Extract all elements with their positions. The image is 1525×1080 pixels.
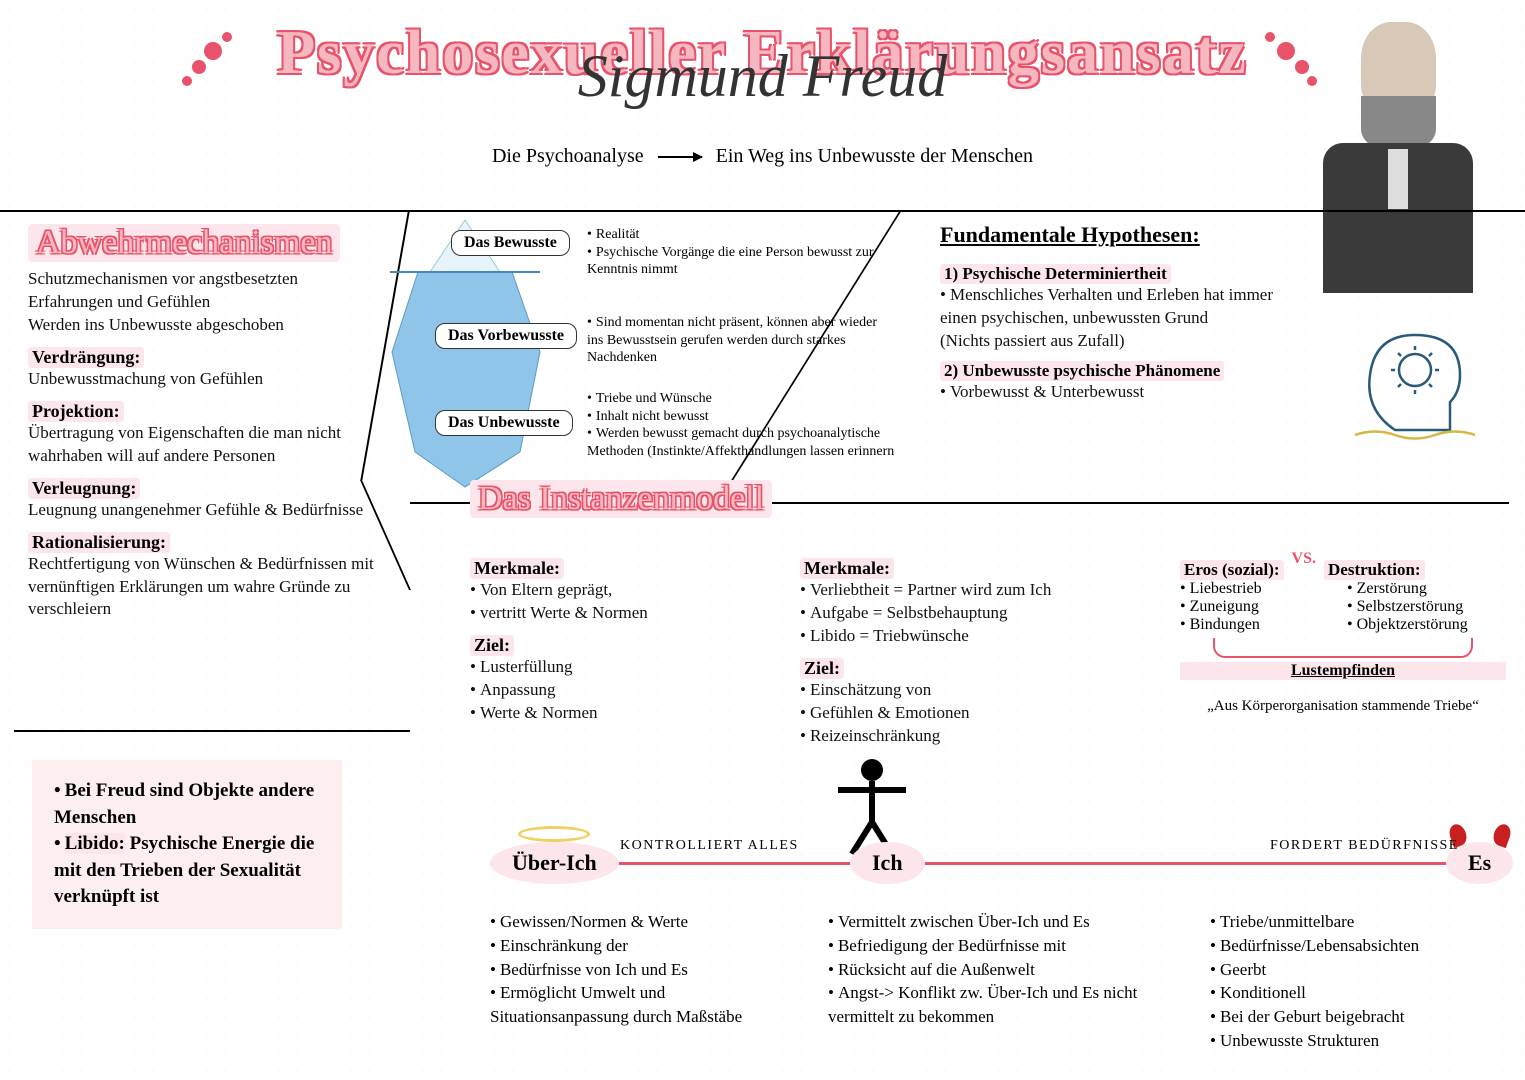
eros-h-left: Eros (sozial): [1180, 560, 1284, 580]
inst-col-a: Merkmale: Von Eltern geprägt,vertritt We… [470, 548, 760, 748]
page-root: Psychosexueller Erklärungsansatz Sigmund… [0, 0, 1525, 1080]
divider-note [14, 730, 410, 732]
ice-label-1: Das Bewusste [451, 230, 570, 256]
node-ueberich: Über-Ich [490, 842, 619, 884]
fund-heading: Fundamentale Hypothesen: [940, 222, 1310, 248]
ice-text-1: RealitätPsychische Vorgänge die eine Per… [587, 226, 887, 279]
node-ich: Ich [850, 842, 925, 884]
fund-text-2: Vorbewusst & Unterbewusst [940, 381, 1310, 404]
eros-vs: VS. [1292, 550, 1316, 580]
instanzen-line [490, 862, 1490, 865]
eros-header-row: Eros (sozial): VS. Destruktion: [1180, 550, 1506, 580]
fund-sub-1: 1) Psychische Determiniertheit [940, 264, 1171, 284]
inst-a-ziel-h: Ziel: [470, 635, 514, 656]
eros-lists: LiebestriebZuneigungBindungen Zerstörung… [1180, 580, 1506, 634]
subtitle-right: Ein Weg ins Unbewusste der Menschen [716, 145, 1033, 168]
note-line-1: Bei Freud sind Objekte andere Menschen [54, 778, 320, 831]
brace-icon [1213, 638, 1473, 658]
ice-label-2: Das Vorbewusste [435, 323, 577, 349]
head-gear-icon [1345, 320, 1485, 450]
abwehr-item-2: Verleugnung:Leugnung unangenehmer Gefühl… [28, 468, 390, 522]
author-script: Sigmund Freud [578, 42, 947, 111]
subtitle-left: Die Psychoanalyse [492, 145, 644, 168]
inst-heading: Das Instanzenmodell [470, 480, 772, 518]
inst-columns: Merkmale: Von Eltern geprägt,vertritt We… [470, 548, 1090, 748]
section-abwehr: Abwehrmechanismen Schutzmechanismen vor … [28, 224, 390, 621]
inst-col-b: Merkmale: Verliebtheit = Partner wird zu… [800, 548, 1090, 748]
abwehr-item-0: Verdrängung:Unbewusstmachung von Gefühle… [28, 337, 390, 391]
section-eros: Eros (sozial): VS. Destruktion: Liebestr… [1180, 550, 1506, 715]
divider-top [0, 210, 1525, 212]
eros-quote: „Aus Körperorganisation stammende Triebe… [1180, 698, 1506, 715]
fund-text-1: Menschliches Verhalten und Erleben hat i… [940, 284, 1310, 353]
ice-text-3: Triebe und WünscheInhalt nicht bewusstWe… [587, 390, 907, 460]
line-label-2: FORDERT BEDÜRFNISSE [1270, 838, 1459, 854]
below-c: Triebe/unmittelbareBedürfnisse/Lebensabs… [1210, 910, 1510, 1053]
section-instanzen: Das Instanzenmodell [470, 480, 772, 524]
note-line-2: Libido: Psychische Energie die mit den T… [54, 831, 320, 911]
stick-figure-icon [832, 756, 912, 856]
abwehr-item-3: Rationalisierung:Rechtfertigung von Wüns… [28, 522, 390, 622]
fund-sub-2: 2) Unbewusste psychische Phänomene [940, 361, 1224, 381]
iceberg-diagram: Das Bewusste RealitätPsychische Vorgänge… [415, 218, 895, 498]
halo-icon [518, 826, 590, 842]
inst-b-merk-h: Merkmale: [800, 558, 894, 579]
section-fundamental: Fundamentale Hypothesen: 1) Psychische D… [940, 222, 1310, 404]
abwehr-item-1: Projektion:Übertragung von Eigenschaften… [28, 391, 390, 468]
abwehr-intro: Schutzmechanismen vor angstbesetzten Erf… [28, 268, 390, 337]
inst-a-merk-h: Merkmale: [470, 558, 564, 579]
line-label-1: KONTROLLIERT ALLES [620, 838, 799, 854]
ice-label-3: Das Unbewusste [435, 410, 573, 436]
eros-h-right: Destruktion: [1324, 560, 1425, 580]
abwehr-heading: Abwehrmechanismen [28, 224, 340, 262]
below-a: Gewissen/Normen & WerteEinschränkung der… [490, 910, 790, 1029]
note-box: Bei Freud sind Objekte andere Menschen L… [32, 760, 342, 929]
ice-text-2: Sind momentan nicht präsent, können aber… [587, 314, 887, 367]
eros-lust: Lustempfinden [1180, 662, 1506, 680]
arrow-icon [658, 156, 702, 158]
below-b: Vermittelt zwischen Über-Ich und EsBefri… [828, 910, 1158, 1029]
inst-b-ziel-h: Ziel: [800, 658, 844, 679]
